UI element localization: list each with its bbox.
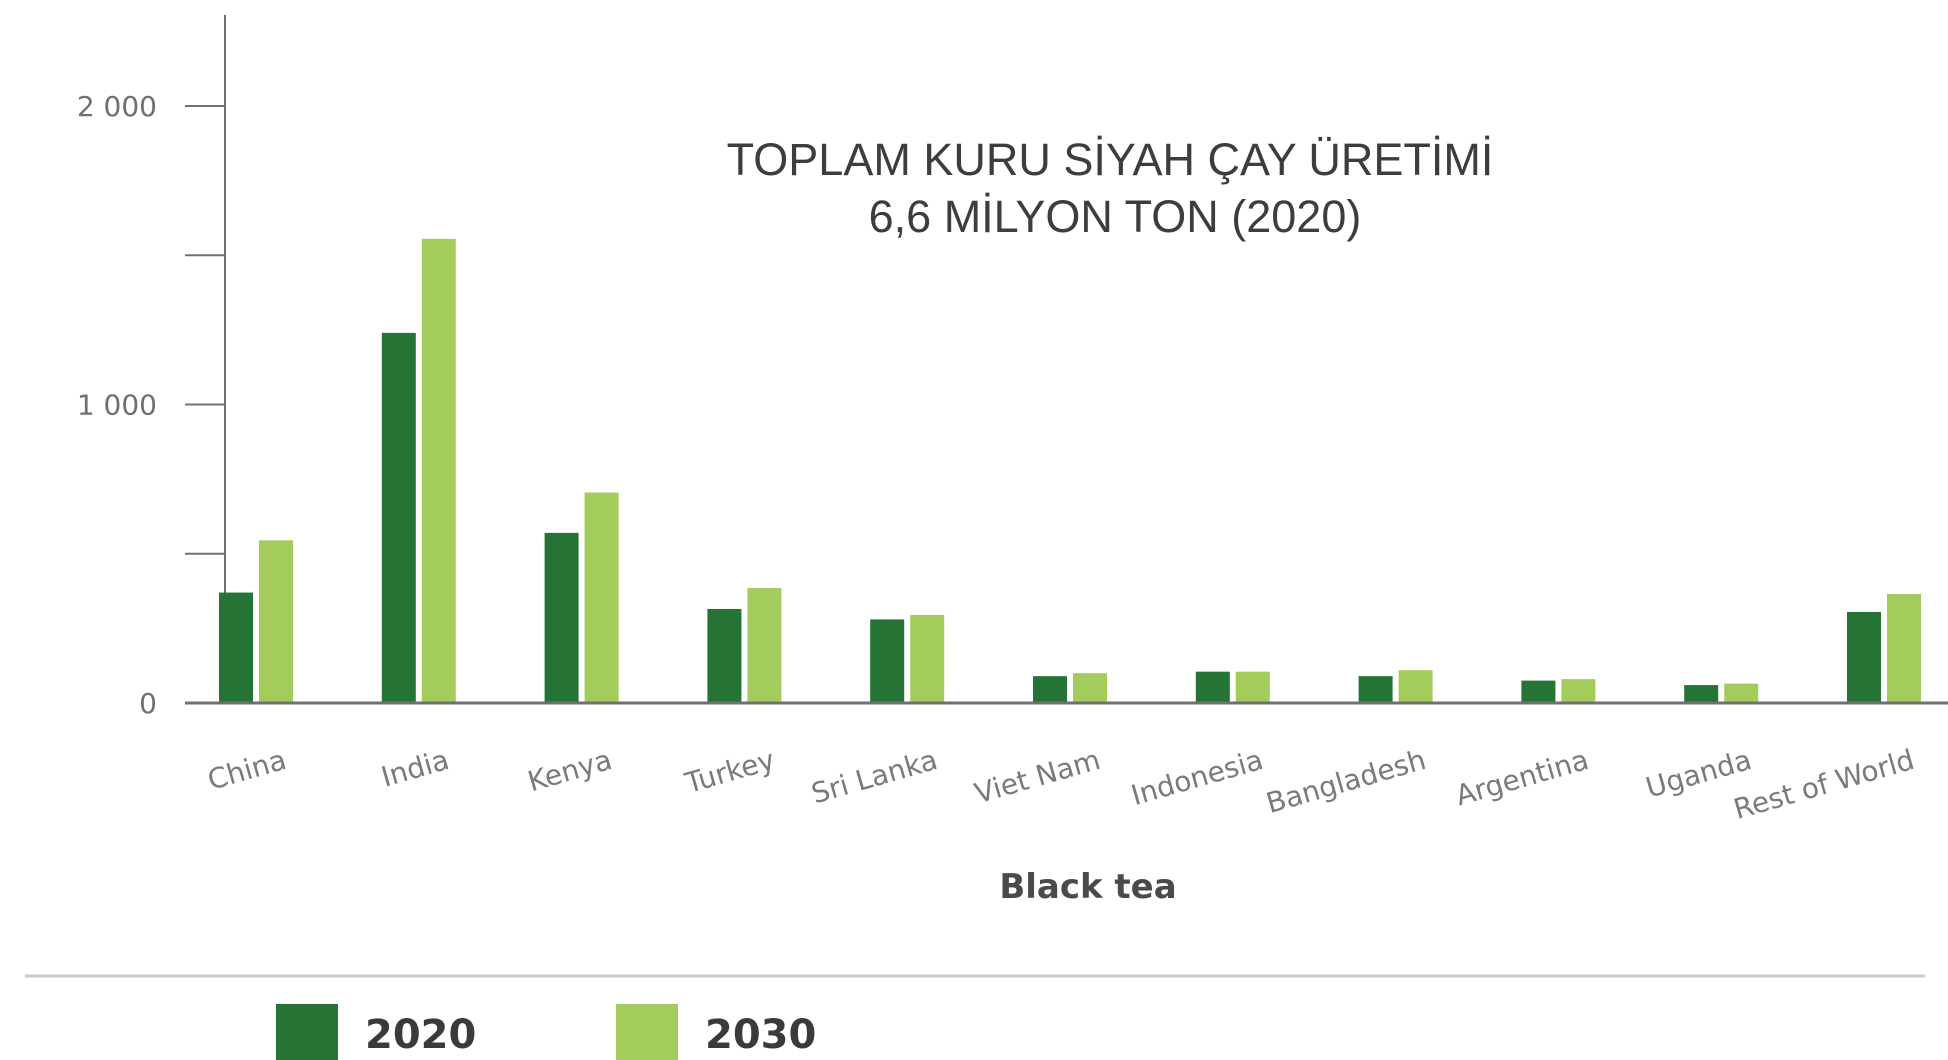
x-tick-label: Viet Nam: [971, 743, 1104, 810]
x-axis-label: Black tea: [999, 867, 1176, 907]
y-tick-label: 2 000: [77, 90, 157, 123]
y-axis: 0 1 000 2 000: [77, 15, 226, 720]
bar-2030-sri-lanka: [910, 614, 945, 703]
x-tick-label: Bangladesh: [1263, 743, 1430, 820]
bar-2020-uganda: [1684, 685, 1719, 703]
bar-2020-india: [381, 332, 416, 703]
x-tick-label: Kenya: [524, 743, 615, 798]
x-tick-label: Sri Lanka: [808, 743, 941, 810]
bar-2020-rest-of-world: [1847, 611, 1881, 703]
legend-label-2030: 2030: [705, 1012, 816, 1058]
x-axis: China India Kenya Turkey Sri Lanka Viet Nam In…: [185, 701, 1948, 826]
x-tick-label: Argentina: [1452, 743, 1592, 812]
bar-2030-china: [259, 540, 293, 703]
legend-swatch-2020: [276, 1004, 338, 1060]
x-tick-label: China: [204, 743, 290, 797]
bar-2020-argentina: [1521, 680, 1556, 703]
chart-title-line-2: 6,6 MİLYON TON (2020): [869, 191, 1362, 242]
legend-label-2020: 2020: [365, 1012, 476, 1058]
y-tick-label: 0: [139, 687, 157, 720]
bar-2030-argentina: [1561, 679, 1596, 703]
bar-2020-bangladesh: [1358, 676, 1393, 703]
bar-2020-viet-nam: [1033, 676, 1067, 703]
legend: 2020 2030: [276, 1004, 816, 1060]
legend-swatch-2030: [616, 1004, 678, 1060]
bar-2030-bangladesh: [1398, 670, 1433, 703]
bar-2020-china: [219, 592, 253, 703]
bar-2030-viet-nam: [1073, 673, 1107, 703]
chart-title-line-1: TOPLAM KURU SİYAH ÇAY ÜRETİMİ: [727, 134, 1494, 185]
bar-2030-india: [421, 238, 456, 703]
x-tick-label: India: [378, 743, 453, 794]
x-tick-label: Turkey: [681, 743, 779, 800]
x-tick-label: Rest of World: [1730, 743, 1918, 826]
bar-2020-turkey: [707, 608, 742, 703]
bar-2030-kenya: [584, 492, 619, 703]
bar-2020-kenya: [544, 532, 579, 703]
bar-2030-uganda: [1724, 683, 1759, 703]
bar-2030-rest-of-world: [1887, 594, 1921, 703]
bar-2020-sri-lanka: [870, 619, 905, 703]
bars-group: [219, 238, 1921, 703]
chart-title: TOPLAM KURU SİYAH ÇAY ÜRETİMİ 6,6 MİLYON…: [727, 134, 1494, 242]
bar-2030-indonesia: [1235, 671, 1270, 703]
y-tick-label: 1 000: [77, 389, 157, 422]
x-tick-label: Indonesia: [1127, 743, 1266, 812]
bar-2020-indonesia: [1195, 671, 1230, 703]
bar-2030-turkey: [747, 588, 782, 703]
